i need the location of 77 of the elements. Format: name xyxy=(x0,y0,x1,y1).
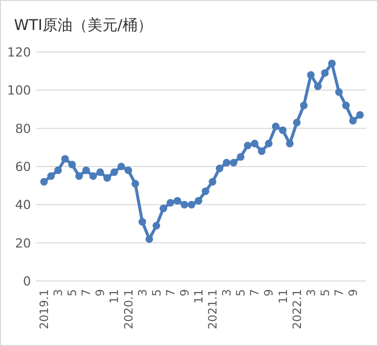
x-tick-label: 2020.1 xyxy=(121,289,136,330)
point xyxy=(236,153,244,161)
point xyxy=(356,111,364,119)
y-tick-label: 120 xyxy=(7,44,32,60)
point xyxy=(328,60,336,68)
x-tick-label: 7 xyxy=(248,289,262,296)
x-tick-label: 5 xyxy=(234,289,248,296)
x-tick-label: 9 xyxy=(346,289,360,296)
x-tick-label: 7 xyxy=(332,289,346,296)
point xyxy=(264,140,273,148)
point xyxy=(250,140,258,148)
point xyxy=(180,200,188,208)
point xyxy=(131,180,140,188)
y-tick-label: 80 xyxy=(15,120,32,136)
y-tick-label: 0 xyxy=(23,274,32,288)
point xyxy=(208,178,216,186)
point xyxy=(216,164,224,172)
point xyxy=(68,160,76,168)
point xyxy=(40,178,48,186)
point xyxy=(174,197,182,205)
point xyxy=(103,174,111,182)
x-tick-label: 9 xyxy=(93,289,108,296)
x-tick-label: 7 xyxy=(163,289,178,296)
point xyxy=(349,116,357,124)
point xyxy=(75,172,83,180)
point xyxy=(286,140,294,148)
point xyxy=(188,200,196,208)
point xyxy=(117,162,126,170)
point xyxy=(272,122,280,130)
y-tick-label: 40 xyxy=(15,197,32,212)
x-tick-label: 5 xyxy=(65,289,80,296)
point xyxy=(124,166,132,174)
x-tick-label: 2022.1 xyxy=(290,289,304,330)
x-tick-label: 2019.1 xyxy=(37,289,51,330)
point xyxy=(160,204,168,212)
point xyxy=(61,155,69,163)
point xyxy=(258,147,266,156)
point xyxy=(82,166,90,174)
x-tick-label: 11 xyxy=(107,289,122,304)
point xyxy=(314,82,322,90)
x-tick-label: 7 xyxy=(79,289,94,296)
point xyxy=(300,102,308,110)
x-tick-label: 11 xyxy=(276,289,290,304)
point xyxy=(89,172,97,180)
point xyxy=(194,197,202,205)
point xyxy=(138,218,146,226)
x-tick-label: 3 xyxy=(220,289,234,296)
point xyxy=(342,102,350,110)
x-tick-label: 5 xyxy=(318,289,332,296)
x-tick-label: 3 xyxy=(135,289,150,296)
y-tick-label: 20 xyxy=(15,235,32,250)
x-tick-label: 5 xyxy=(149,289,164,296)
x-tick-label: 9 xyxy=(262,289,276,296)
point xyxy=(230,158,238,166)
point xyxy=(222,158,230,166)
point xyxy=(166,198,174,207)
point xyxy=(244,142,252,150)
point xyxy=(202,188,210,196)
x-tick-label: 3 xyxy=(51,289,66,296)
point xyxy=(293,118,301,126)
point xyxy=(278,126,287,134)
y-tick-label: 100 xyxy=(7,82,32,98)
point xyxy=(47,172,55,180)
point xyxy=(110,168,118,176)
point xyxy=(321,69,329,77)
x-tick-label: 11 xyxy=(191,289,206,304)
point xyxy=(335,88,343,96)
point xyxy=(307,71,315,79)
y-tick-label: 60 xyxy=(15,159,32,174)
x-tick-label: 3 xyxy=(304,289,318,296)
chart-title: WTI原油（美元/桶） xyxy=(14,16,152,34)
point xyxy=(146,235,154,243)
point xyxy=(152,222,160,230)
x-tick-label: 9 xyxy=(177,289,192,296)
x-tick-label: 2021.1 xyxy=(206,289,220,330)
point xyxy=(54,166,62,174)
point xyxy=(96,168,104,176)
